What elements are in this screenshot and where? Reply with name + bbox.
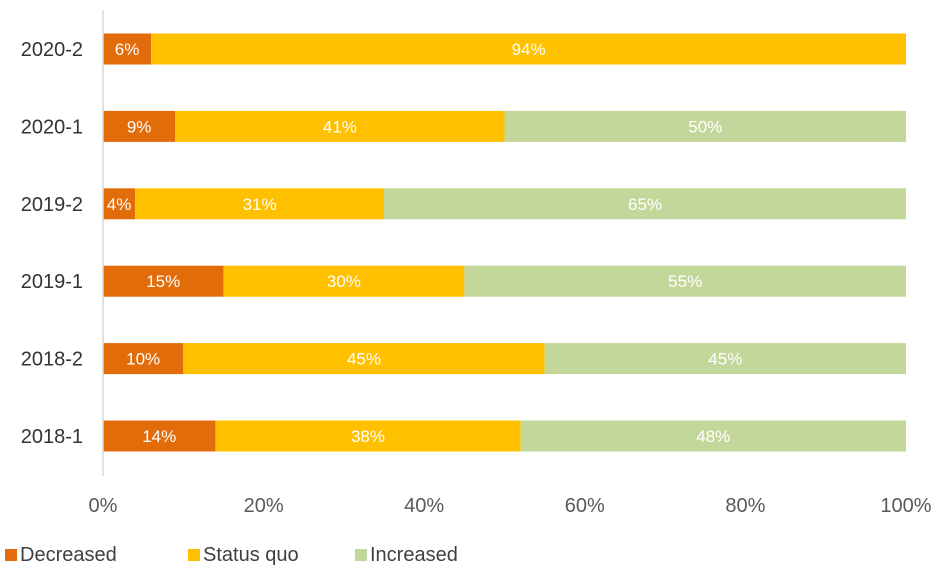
data-label: 10% bbox=[126, 350, 160, 369]
axis-layer: 2020-2 2020-1 2019-2 2019-1 2018-2 2018-1 0% 20… bbox=[21, 10, 932, 517]
legend-label: Increased bbox=[370, 544, 458, 566]
bar-segment-decreased bbox=[103, 188, 136, 220]
x-tick-label: 80% bbox=[725, 495, 765, 517]
data-label: 38% bbox=[351, 427, 385, 446]
data-label: 65% bbox=[628, 195, 662, 214]
data-label: 55% bbox=[668, 272, 702, 291]
data-label: 45% bbox=[347, 350, 381, 369]
bar-segment-increased bbox=[464, 265, 906, 297]
legend: Decreased Status quo Increased bbox=[5, 544, 458, 566]
bar-segment-increased bbox=[504, 110, 906, 142]
category-label: 2020-1 bbox=[21, 116, 83, 138]
bar-segment-status-quo bbox=[215, 420, 521, 452]
data-label: 30% bbox=[327, 272, 361, 291]
bar-segment-status-quo bbox=[151, 33, 906, 65]
bar-segment-status-quo bbox=[183, 343, 545, 375]
x-tick-label: 100% bbox=[880, 495, 931, 517]
legend-item-status-quo: Status quo bbox=[188, 544, 299, 566]
bar-segment-increased bbox=[520, 420, 906, 452]
legend-item-decreased: Decreased bbox=[5, 544, 117, 566]
data-label: 14% bbox=[142, 427, 176, 446]
category-label: 2019-1 bbox=[21, 271, 83, 293]
x-tick-label: 0% bbox=[89, 495, 118, 517]
bar-segment-increased bbox=[384, 188, 906, 220]
x-tick-label: 20% bbox=[244, 495, 284, 517]
bar-segment-decreased bbox=[103, 343, 184, 375]
legend-label: Decreased bbox=[20, 544, 117, 566]
data-labels-layer: 6% 94% 9% 41% 50% 4% 31% 65% 15% 30% 55% 10% 45% 45% 1… bbox=[107, 40, 743, 446]
x-tick-label: 40% bbox=[404, 495, 444, 517]
data-label: 4% bbox=[107, 195, 132, 214]
data-label: 45% bbox=[708, 350, 742, 369]
x-tick-label: 60% bbox=[565, 495, 605, 517]
legend-swatch bbox=[5, 549, 17, 561]
data-label: 6% bbox=[115, 40, 140, 59]
data-label: 41% bbox=[323, 117, 357, 136]
data-label: 94% bbox=[512, 40, 546, 59]
legend-swatch bbox=[355, 549, 367, 561]
bar-segment-decreased bbox=[103, 110, 176, 142]
legend-swatch bbox=[188, 549, 200, 561]
bar-segment-status-quo bbox=[135, 188, 385, 220]
data-label: 15% bbox=[146, 272, 180, 291]
category-label: 2018-2 bbox=[21, 349, 83, 371]
bar-segment-decreased bbox=[103, 265, 224, 297]
legend-item-increased: Increased bbox=[355, 544, 458, 566]
bars-layer bbox=[103, 33, 906, 452]
category-label: 2018-1 bbox=[21, 426, 83, 448]
legend-label: Status quo bbox=[203, 544, 299, 566]
data-label: 31% bbox=[243, 195, 277, 214]
data-label: 50% bbox=[688, 117, 722, 136]
data-label: 9% bbox=[127, 117, 152, 136]
bar-segment-status-quo bbox=[175, 110, 505, 142]
category-label: 2020-2 bbox=[21, 39, 83, 61]
bar-segment-decreased bbox=[103, 420, 216, 452]
bar-segment-increased bbox=[544, 343, 906, 375]
data-label: 48% bbox=[696, 427, 730, 446]
bar-segment-decreased bbox=[103, 33, 152, 65]
bar-segment-status-quo bbox=[223, 265, 465, 297]
category-label: 2019-2 bbox=[21, 194, 83, 216]
